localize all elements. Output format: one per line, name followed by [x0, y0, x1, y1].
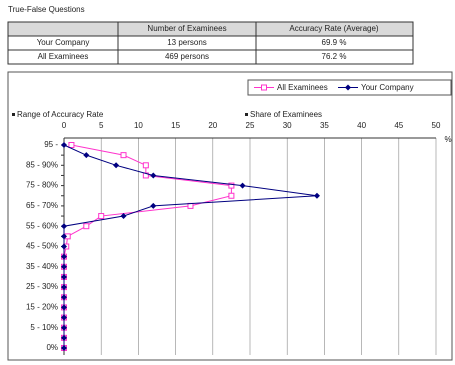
point — [61, 253, 67, 260]
point — [61, 334, 67, 341]
cell: 469 persons — [165, 52, 209, 61]
header-cell: Number of Examinees — [147, 24, 226, 33]
point — [61, 284, 67, 291]
y-tick-label: 5 - 10% — [30, 323, 58, 332]
point — [239, 182, 246, 189]
point — [150, 202, 157, 209]
point — [83, 223, 90, 230]
cell: 13 persons — [167, 38, 207, 47]
point — [228, 192, 235, 199]
y-tick-label: 15 - 20% — [26, 303, 58, 312]
point — [61, 314, 67, 321]
point — [61, 273, 67, 280]
y-tick-label: 85 - 90% — [26, 160, 58, 169]
legend-label: All Examinees — [277, 83, 328, 92]
x-tick-label: 20 — [208, 121, 217, 130]
point — [313, 192, 320, 199]
x-unit: % — [444, 135, 451, 144]
x-tick-label: 10 — [134, 121, 143, 130]
header-cell: Accuracy Rate (Average) — [289, 24, 379, 33]
point — [61, 233, 67, 240]
cell: All Examinees — [38, 52, 89, 61]
x-tick-label: 30 — [283, 121, 292, 130]
point — [150, 172, 157, 179]
y-tick-label: 55 - 60% — [26, 221, 58, 230]
y-tick-label: 0% — [46, 343, 58, 352]
bullet — [12, 113, 15, 116]
point — [120, 152, 127, 159]
point — [61, 304, 67, 311]
point — [113, 162, 120, 169]
x-tick-label: 25 — [246, 121, 255, 130]
y-tick-label: 45 - 50% — [26, 242, 58, 251]
cell: Your Company — [37, 38, 90, 47]
x-tick-label: 45 — [394, 121, 403, 130]
section-title: True-False Questions — [8, 5, 85, 14]
point — [61, 243, 67, 250]
y-axis-label: Range of Accuracy Rate — [17, 110, 104, 119]
y-tick-label: 65 - 70% — [26, 201, 58, 210]
point — [68, 142, 75, 148]
point — [83, 152, 90, 159]
point — [142, 162, 149, 169]
x-tick-label: 0 — [62, 121, 67, 130]
point — [228, 182, 235, 189]
point — [61, 142, 67, 148]
cell: 76.2 % — [322, 52, 347, 61]
point — [120, 213, 127, 220]
legend-marker — [261, 84, 267, 91]
y-tick-label: 75 - 80% — [26, 181, 58, 190]
y-tick-label: 25 - 30% — [26, 282, 58, 291]
y-tick-label: 35 - 40% — [26, 262, 58, 271]
x-axis-label: Share of Examinees — [250, 110, 322, 119]
point — [61, 263, 67, 270]
legend-marker — [345, 84, 351, 91]
cell: 69.9 % — [322, 38, 347, 47]
x-tick-label: 50 — [432, 121, 441, 130]
point — [61, 324, 67, 331]
series-line — [63, 144, 318, 348]
x-tick-label: 40 — [357, 121, 366, 130]
x-tick-label: 5 — [99, 121, 104, 130]
bullet — [245, 113, 248, 116]
chart-frame — [7, 71, 453, 361]
y-tick-label: 95 - — [44, 140, 58, 149]
point — [61, 223, 67, 230]
point — [61, 294, 67, 301]
point — [61, 345, 67, 351]
legend-label: Your Company — [361, 83, 414, 92]
point — [98, 213, 105, 220]
x-tick-label: 15 — [171, 121, 180, 130]
x-tick-label: 35 — [320, 121, 329, 130]
